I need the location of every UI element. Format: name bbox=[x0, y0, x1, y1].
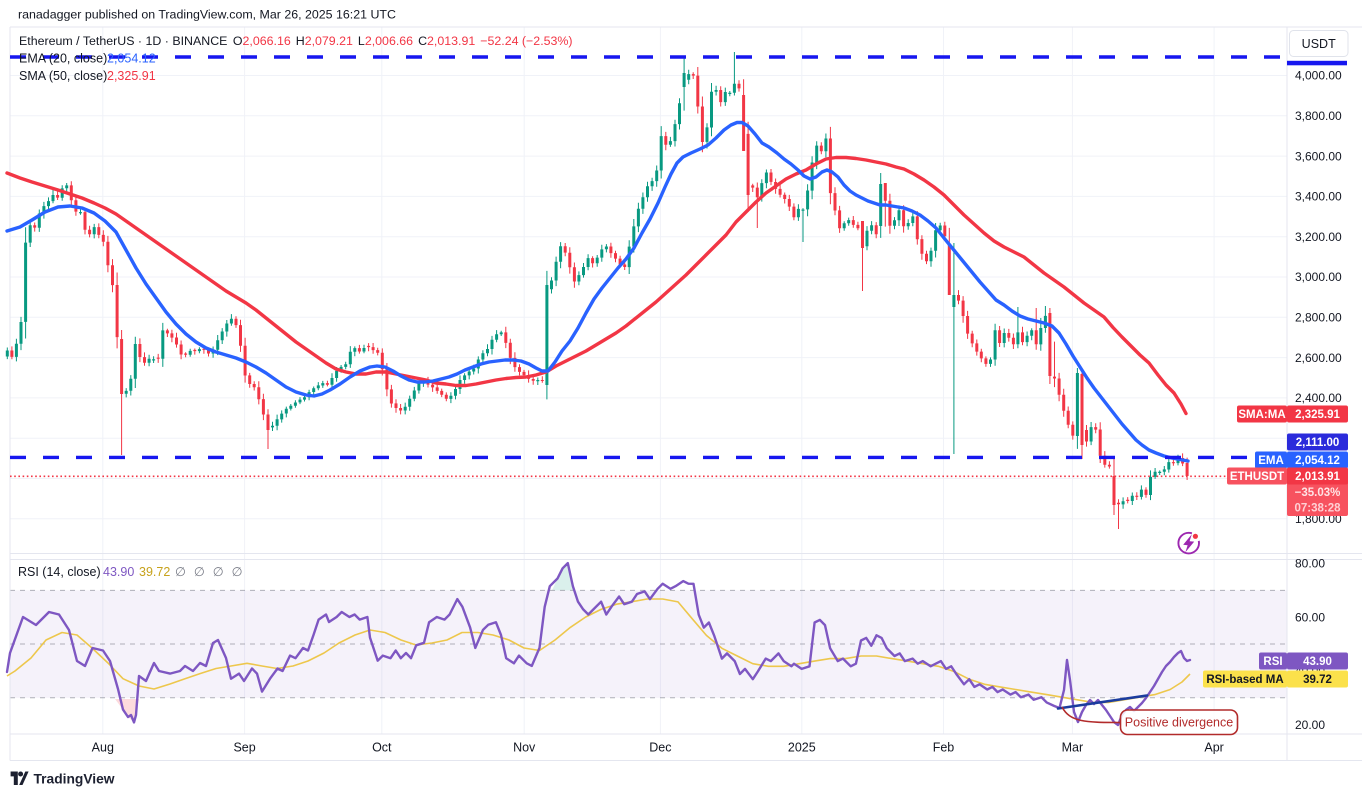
svg-text:3,600.00: 3,600.00 bbox=[1295, 149, 1342, 163]
svg-text:Ethereum / TetherUS · 1D · BIN: Ethereum / TetherUS · 1D · BINANCE O2,06… bbox=[19, 34, 573, 48]
svg-text:TradingView: TradingView bbox=[34, 772, 115, 787]
svg-text:RSI: RSI bbox=[1263, 656, 1282, 668]
svg-text:2,600.00: 2,600.00 bbox=[1295, 351, 1342, 365]
svg-text:60.00: 60.00 bbox=[1295, 610, 1325, 624]
svg-text:4,000.00: 4,000.00 bbox=[1295, 69, 1342, 83]
svg-text:2,325.91: 2,325.91 bbox=[1295, 409, 1340, 421]
svg-text:−35.03%: −35.03% bbox=[1295, 487, 1341, 499]
svg-text:Aug: Aug bbox=[92, 741, 114, 755]
svg-text:3,200.00: 3,200.00 bbox=[1295, 230, 1342, 244]
svg-text:3,400.00: 3,400.00 bbox=[1295, 190, 1342, 204]
svg-text:3,000.00: 3,000.00 bbox=[1295, 270, 1342, 284]
svg-text:ETHUSDT: ETHUSDT bbox=[1230, 471, 1284, 483]
svg-text:07:38:28: 07:38:28 bbox=[1294, 503, 1341, 515]
svg-text:2,054.12: 2,054.12 bbox=[1295, 455, 1340, 467]
svg-text:Nov: Nov bbox=[513, 741, 536, 755]
svg-text:2,800.00: 2,800.00 bbox=[1295, 311, 1342, 325]
svg-text:EMA (20, close) 2,054.12: EMA (20, close) 2,054.12 bbox=[19, 52, 156, 66]
svg-text:2,400.00: 2,400.00 bbox=[1295, 391, 1342, 405]
svg-text:EMA: EMA bbox=[1258, 455, 1284, 467]
svg-text:2,111.00: 2,111.00 bbox=[1296, 437, 1340, 449]
svg-text:39.72: 39.72 bbox=[1303, 674, 1332, 686]
svg-text:2025: 2025 bbox=[788, 741, 816, 755]
svg-text:Sep: Sep bbox=[233, 741, 255, 755]
svg-text:3,800.00: 3,800.00 bbox=[1295, 109, 1342, 123]
svg-text:ranadagger published on Tradin: ranadagger published on TradingView.com,… bbox=[18, 8, 396, 22]
svg-text:80.00: 80.00 bbox=[1295, 557, 1325, 571]
svg-text:Feb: Feb bbox=[933, 741, 955, 755]
svg-text:RSI-based MA: RSI-based MA bbox=[1206, 674, 1283, 686]
svg-text:Positive divergence: Positive divergence bbox=[1125, 716, 1233, 730]
svg-text:SMA (50, close) 2,325.91: SMA (50, close) 2,325.91 bbox=[19, 69, 156, 83]
svg-text:20.00: 20.00 bbox=[1295, 718, 1325, 732]
svg-text:43.90: 43.90 bbox=[1303, 656, 1332, 668]
svg-text:Dec: Dec bbox=[649, 741, 671, 755]
svg-text:Oct: Oct bbox=[372, 741, 392, 755]
svg-text:SMA:MA: SMA:MA bbox=[1238, 409, 1285, 421]
svg-text:Mar: Mar bbox=[1062, 741, 1084, 755]
svg-text:USDT: USDT bbox=[1302, 37, 1336, 51]
svg-text:2,013.91: 2,013.91 bbox=[1295, 471, 1340, 483]
svg-text:Apr: Apr bbox=[1204, 741, 1223, 755]
